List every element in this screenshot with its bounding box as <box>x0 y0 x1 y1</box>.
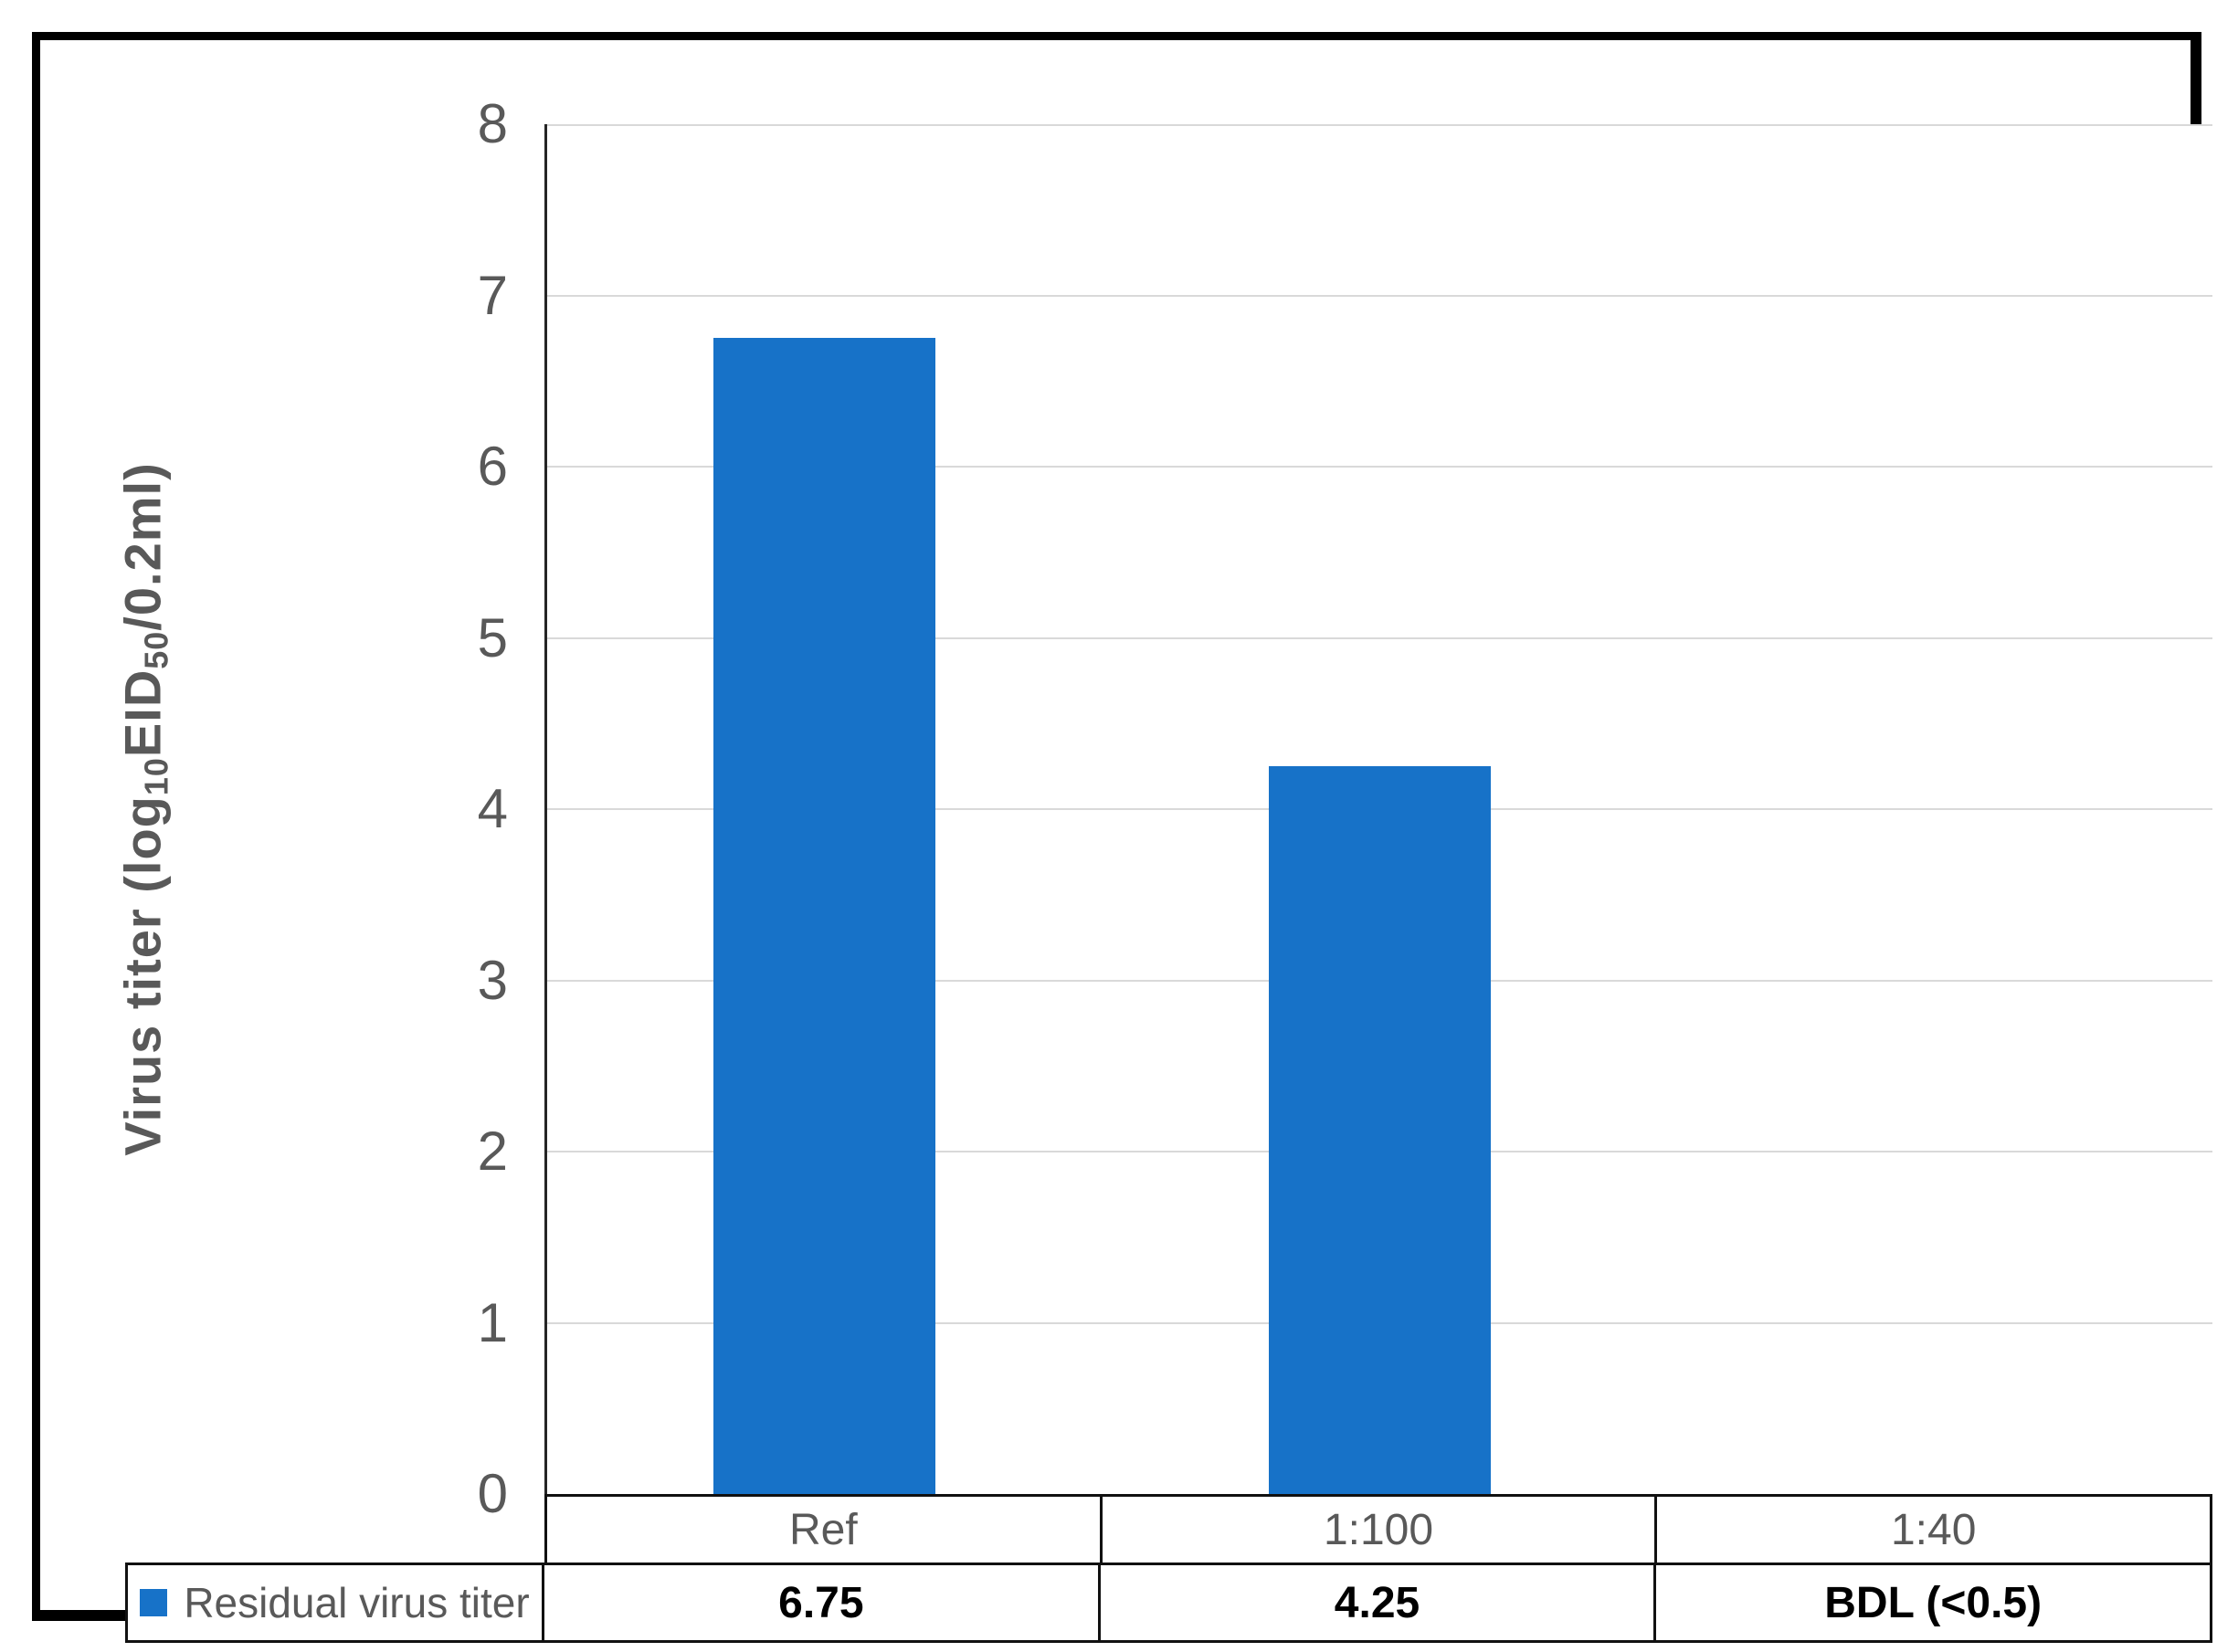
plot-area <box>544 124 2212 1494</box>
value-cell: 4.25 <box>1101 1565 1657 1640</box>
y-tick-label: 2 <box>477 1121 508 1182</box>
y-axis-title: Virus titer (log10EID50/0.2ml) <box>113 462 175 1156</box>
value-cell: 6.75 <box>544 1565 1101 1640</box>
bar-ref <box>713 338 935 1494</box>
y-axis-title-text: EID <box>113 668 172 758</box>
y-tick-label: 1 <box>477 1292 508 1353</box>
legend-key: Residual virus titer <box>128 1565 544 1640</box>
gridline <box>547 124 2212 126</box>
y-tick-label: 8 <box>477 93 508 154</box>
gridline <box>547 295 2212 297</box>
category-header-row: Ref 1:100 1:40 <box>544 1494 2212 1565</box>
y-tick-label: 4 <box>477 778 508 839</box>
y-tick-label: 3 <box>477 950 508 1011</box>
series-color-swatch <box>140 1589 168 1616</box>
category-cell: Ref <box>547 1497 1103 1563</box>
y-tick-label: 7 <box>477 265 508 326</box>
y-axis-tick-labels: 0 1 2 3 4 5 6 7 8 <box>333 40 508 1652</box>
bar-1-100 <box>1269 766 1491 1494</box>
data-table-row: Residual virus titer 6.75 4.25 BDL (<0.5) <box>125 1563 2212 1643</box>
gridline <box>547 466 2212 468</box>
chart-frame: Virus titer (log10EID50/0.2ml) 0 1 2 3 4 5 6 7 8… <box>32 32 2212 1643</box>
y-axis-title-text: Virus titer (log <box>113 795 172 1156</box>
y-axis-title-subscript: 10 <box>137 757 175 796</box>
y-tick-label: 0 <box>477 1463 508 1524</box>
gridline <box>547 637 2212 639</box>
series-name-label: Residual virus titer <box>184 1579 530 1626</box>
y-tick-label: 5 <box>477 607 508 668</box>
y-axis-title-text: /0.2ml) <box>113 462 172 631</box>
category-cell: 1:100 <box>1103 1497 1658 1563</box>
category-cell: 1:40 <box>1890 1505 1977 1554</box>
y-axis-title-subscript: 50 <box>137 630 175 669</box>
value-cell: BDL (<0.5) <box>1824 1578 2043 1627</box>
y-tick-label: 6 <box>477 436 508 497</box>
